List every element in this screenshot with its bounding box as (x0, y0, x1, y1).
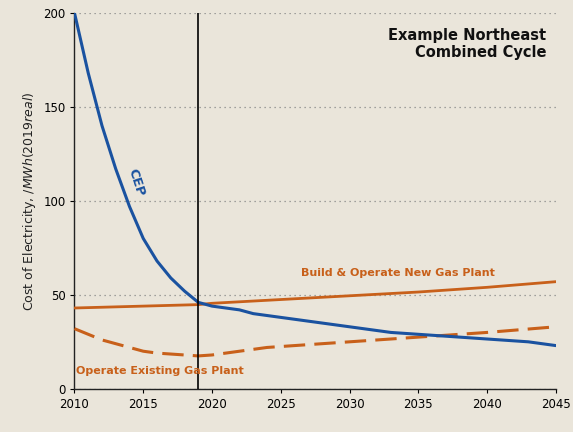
Y-axis label: Cost of Electricity, $/MWh (2019 real $): Cost of Electricity, $/MWh (2019 real $) (21, 91, 38, 311)
Text: CEP: CEP (126, 166, 147, 198)
Text: Build & Operate New Gas Plant: Build & Operate New Gas Plant (301, 268, 495, 278)
Text: Operate Existing Gas Plant: Operate Existing Gas Plant (76, 365, 244, 376)
Text: Example Northeast
Combined Cycle: Example Northeast Combined Cycle (388, 28, 546, 60)
